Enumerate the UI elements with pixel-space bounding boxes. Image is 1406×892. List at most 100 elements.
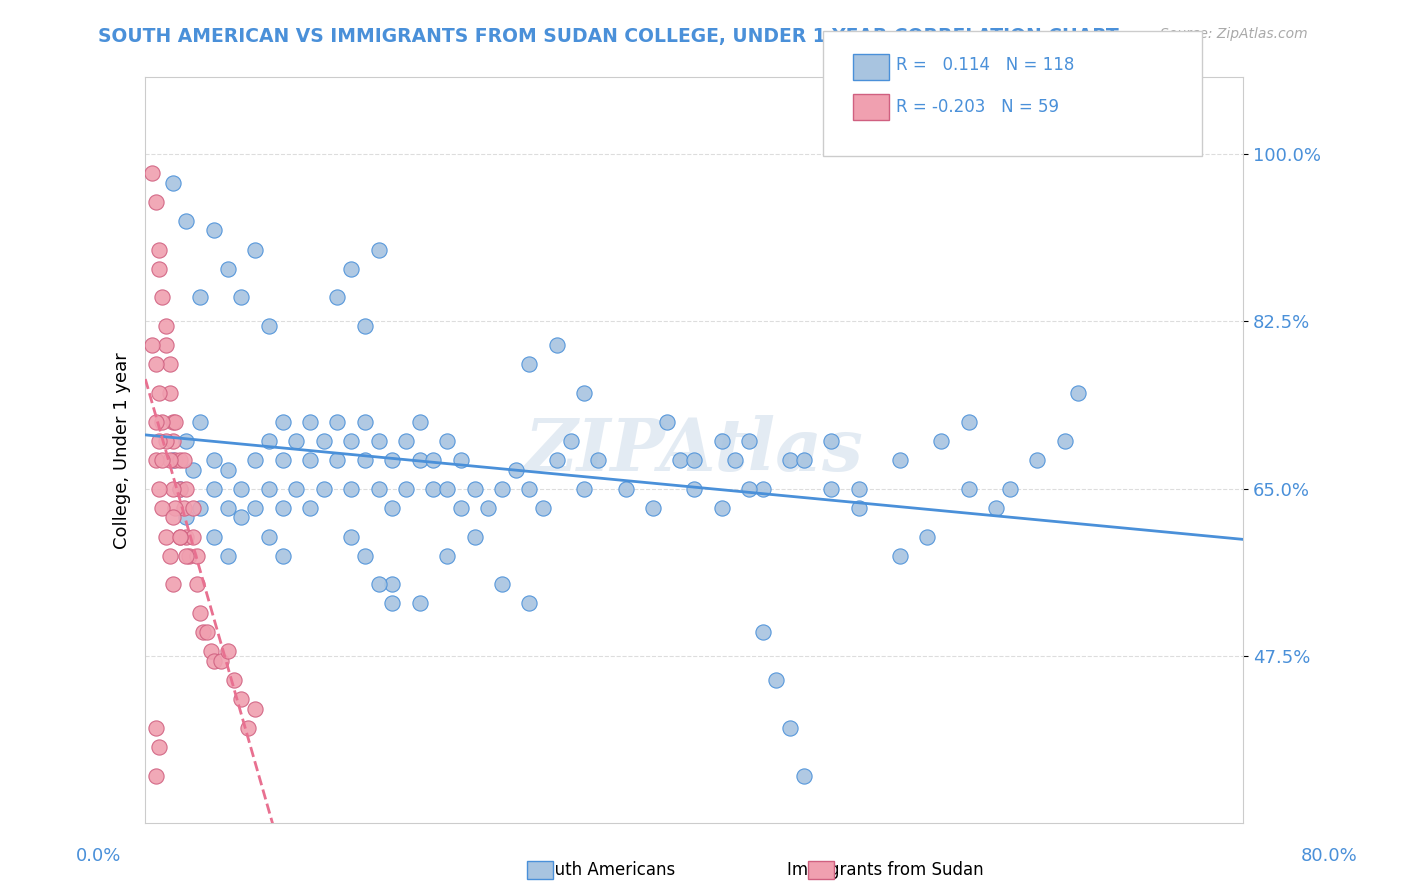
Point [929, 434, 952, 448]
Point [367, 243, 389, 257]
Point [165, 500, 187, 515]
Point [176, 510, 198, 524]
Point [546, 453, 568, 467]
Point [209, 654, 232, 668]
Point [191, 625, 214, 640]
Y-axis label: College, Under 1 year: College, Under 1 year [114, 352, 131, 549]
Point [183, 530, 205, 544]
Point [779, 453, 801, 467]
Point [464, 482, 486, 496]
Point [217, 462, 239, 476]
Point [1026, 453, 1049, 467]
Point [169, 530, 191, 544]
Point [159, 386, 181, 401]
Point [179, 549, 201, 563]
Point [148, 482, 170, 496]
Point [217, 549, 239, 563]
Point [367, 434, 389, 448]
Point [162, 510, 184, 524]
Point [231, 290, 253, 304]
Point [188, 415, 211, 429]
Point [231, 482, 253, 496]
Text: Source: ZipAtlas.com: Source: ZipAtlas.com [1160, 27, 1308, 41]
Point [326, 290, 349, 304]
Point [546, 338, 568, 352]
Point [271, 453, 294, 467]
Point [998, 482, 1021, 496]
Point [188, 500, 211, 515]
Point [159, 453, 181, 467]
Point [793, 769, 815, 783]
Point [409, 597, 432, 611]
Point [186, 577, 208, 591]
Text: South Americans: South Americans [534, 861, 675, 879]
Text: R = -0.203   N = 59: R = -0.203 N = 59 [896, 98, 1059, 116]
Point [655, 415, 678, 429]
Point [155, 530, 177, 544]
Point [889, 549, 911, 563]
Point [889, 453, 911, 467]
Point [312, 482, 335, 496]
Point [340, 261, 363, 276]
Point [155, 319, 177, 334]
Point [586, 453, 609, 467]
Point [641, 500, 664, 515]
Point [917, 530, 939, 544]
Point [381, 597, 404, 611]
Point [464, 530, 486, 544]
Point [162, 434, 184, 448]
Point [710, 434, 733, 448]
Point [340, 482, 363, 496]
Point [173, 500, 195, 515]
Point [231, 510, 253, 524]
Point [150, 500, 173, 515]
Point [176, 482, 198, 496]
Point [340, 434, 363, 448]
Point [145, 453, 167, 467]
Point [202, 223, 225, 237]
Point [200, 644, 222, 658]
Point [162, 415, 184, 429]
Point [367, 482, 389, 496]
Point [353, 415, 375, 429]
Text: 80.0%: 80.0% [1301, 847, 1357, 865]
Point [574, 482, 596, 496]
Point [395, 434, 418, 448]
Point [176, 549, 198, 563]
Point [409, 415, 432, 429]
Point [183, 462, 205, 476]
Point [957, 482, 980, 496]
Point [381, 577, 404, 591]
Point [195, 625, 218, 640]
Point [614, 482, 637, 496]
Point [531, 500, 554, 515]
Point [312, 434, 335, 448]
Point [148, 434, 170, 448]
Point [285, 482, 308, 496]
Point [519, 357, 541, 371]
Point [176, 530, 198, 544]
Point [257, 530, 280, 544]
Point [353, 319, 375, 334]
Point [217, 644, 239, 658]
Point [141, 166, 163, 180]
Point [285, 434, 308, 448]
Point [751, 625, 773, 640]
Point [271, 415, 294, 429]
Point [326, 415, 349, 429]
Point [155, 338, 177, 352]
Point [165, 453, 187, 467]
Point [984, 500, 1007, 515]
Point [848, 482, 870, 496]
Point [155, 434, 177, 448]
Text: 0.0%: 0.0% [76, 847, 121, 865]
Point [422, 453, 444, 467]
Point [145, 769, 167, 783]
Point [395, 482, 418, 496]
Point [738, 434, 761, 448]
Point [271, 549, 294, 563]
Point [231, 692, 253, 706]
Text: SOUTH AMERICAN VS IMMIGRANTS FROM SUDAN COLLEGE, UNDER 1 YEAR CORRELATION CHART: SOUTH AMERICAN VS IMMIGRANTS FROM SUDAN … [98, 27, 1119, 45]
Point [367, 577, 389, 591]
Point [238, 721, 260, 735]
